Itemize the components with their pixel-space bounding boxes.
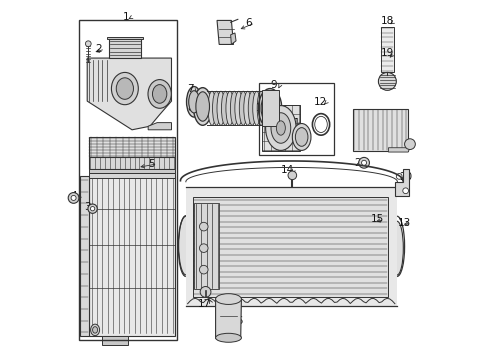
Circle shape (396, 174, 402, 179)
Ellipse shape (295, 128, 308, 146)
Ellipse shape (230, 91, 238, 125)
Circle shape (378, 72, 396, 90)
Ellipse shape (196, 92, 210, 121)
Text: 17: 17 (198, 299, 212, 309)
Polygon shape (87, 58, 172, 130)
Polygon shape (101, 336, 128, 345)
Circle shape (71, 195, 76, 201)
Text: 2: 2 (96, 44, 102, 54)
Polygon shape (262, 90, 279, 126)
Ellipse shape (257, 91, 265, 125)
Ellipse shape (194, 87, 212, 125)
Polygon shape (107, 37, 143, 40)
Text: 9: 9 (270, 80, 277, 90)
Text: 12: 12 (314, 97, 327, 107)
Ellipse shape (266, 105, 296, 150)
Circle shape (359, 157, 369, 168)
Polygon shape (89, 173, 175, 178)
Bar (381, 27, 394, 72)
Bar (259, 83, 334, 155)
Ellipse shape (189, 91, 199, 113)
Ellipse shape (152, 85, 167, 103)
Text: 16: 16 (230, 316, 244, 325)
Circle shape (199, 244, 208, 252)
Bar (262, 105, 300, 151)
Ellipse shape (217, 91, 225, 125)
Circle shape (91, 207, 95, 211)
Ellipse shape (271, 113, 291, 143)
Polygon shape (389, 148, 410, 152)
Polygon shape (217, 21, 234, 44)
Circle shape (403, 188, 409, 194)
Bar (89, 168, 175, 173)
Circle shape (68, 193, 79, 203)
Bar (89, 137, 175, 157)
Text: 11: 11 (288, 118, 301, 128)
Polygon shape (109, 39, 141, 58)
Circle shape (200, 287, 211, 297)
Ellipse shape (391, 221, 403, 275)
Circle shape (199, 265, 208, 274)
Ellipse shape (235, 91, 243, 125)
Ellipse shape (116, 78, 133, 99)
Polygon shape (231, 33, 236, 44)
Text: 10: 10 (256, 103, 269, 113)
Ellipse shape (293, 123, 311, 150)
Polygon shape (395, 169, 409, 196)
Text: 13: 13 (398, 218, 411, 228)
Ellipse shape (276, 121, 285, 135)
Bar (353, 109, 408, 151)
Circle shape (85, 41, 91, 46)
Ellipse shape (258, 89, 282, 128)
Text: 20: 20 (399, 172, 412, 182)
Text: 18: 18 (381, 17, 394, 27)
Ellipse shape (208, 91, 216, 125)
Circle shape (362, 160, 367, 165)
Ellipse shape (216, 333, 242, 342)
Text: 15: 15 (371, 215, 384, 224)
Polygon shape (186, 187, 397, 306)
Ellipse shape (239, 91, 247, 125)
Text: 4: 4 (70, 191, 77, 201)
Ellipse shape (221, 91, 229, 125)
Circle shape (405, 139, 416, 149)
Text: 6: 6 (245, 18, 252, 28)
Ellipse shape (216, 294, 242, 305)
Ellipse shape (91, 324, 99, 336)
Ellipse shape (148, 80, 171, 108)
Text: 8: 8 (187, 103, 194, 113)
Circle shape (288, 171, 296, 180)
Text: 5: 5 (147, 159, 154, 169)
Text: 19: 19 (381, 48, 394, 58)
Ellipse shape (261, 92, 279, 125)
Ellipse shape (248, 91, 256, 125)
Polygon shape (216, 299, 242, 338)
Ellipse shape (187, 87, 201, 117)
Polygon shape (80, 176, 89, 336)
Ellipse shape (226, 91, 234, 125)
Text: 1: 1 (122, 12, 129, 22)
Ellipse shape (179, 216, 193, 275)
Polygon shape (89, 176, 175, 336)
Circle shape (88, 204, 97, 213)
Circle shape (199, 222, 208, 231)
Bar (89, 157, 175, 169)
Text: 21: 21 (354, 158, 367, 168)
Ellipse shape (244, 91, 252, 125)
Text: 7: 7 (187, 84, 194, 94)
Text: 14: 14 (281, 165, 294, 175)
Bar (194, 203, 219, 289)
Ellipse shape (93, 327, 98, 333)
Bar (193, 197, 389, 297)
Ellipse shape (213, 91, 220, 125)
Ellipse shape (111, 72, 138, 105)
Bar (79, 21, 177, 339)
Polygon shape (148, 123, 171, 130)
Ellipse shape (253, 91, 261, 125)
Text: 3: 3 (85, 202, 91, 212)
